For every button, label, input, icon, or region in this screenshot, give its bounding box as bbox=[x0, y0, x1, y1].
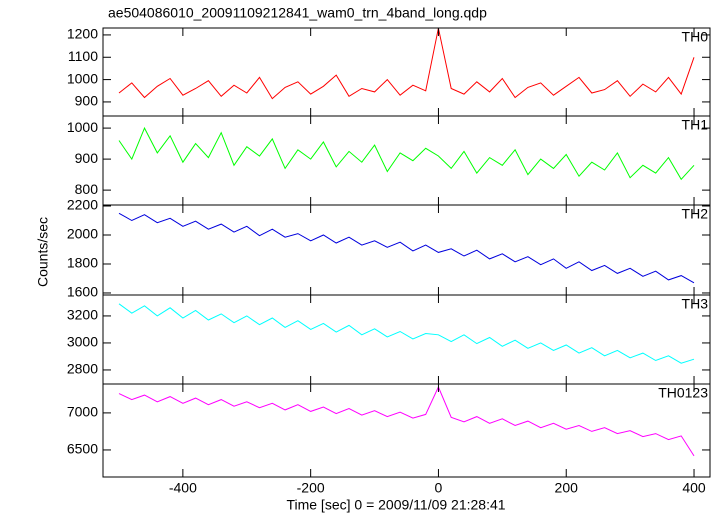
y-tick-label: 3000 bbox=[67, 334, 98, 350]
panel-frame bbox=[102, 115, 711, 206]
y-tick-label: 7000 bbox=[67, 404, 98, 420]
x-tick-label: -400 bbox=[169, 480, 197, 496]
y-tick-label: 1000 bbox=[67, 119, 98, 135]
y-tick-label: 6500 bbox=[67, 441, 98, 457]
y-tick-label: 2000 bbox=[67, 226, 98, 242]
x-tick-label: 400 bbox=[682, 480, 706, 496]
panel-frame bbox=[102, 383, 711, 478]
y-tick-label: 3200 bbox=[67, 307, 98, 323]
y-tick-label: 2800 bbox=[67, 361, 98, 377]
y-tick-label: 2200 bbox=[67, 197, 98, 213]
y-tick-label: 1000 bbox=[67, 70, 98, 86]
y-tick-label: 1800 bbox=[67, 255, 98, 271]
x-tick-label: 0 bbox=[435, 480, 443, 496]
series-line bbox=[118, 126, 695, 181]
legend-label: TH1 bbox=[682, 117, 709, 133]
legend-label: TH0123 bbox=[658, 385, 708, 401]
x-tick-label: -200 bbox=[297, 480, 325, 496]
y-axis-label: Counts/sec bbox=[35, 217, 51, 287]
x-axis-label: Time [sec] 0 = 2009/11/09 21:28:41 bbox=[286, 497, 505, 513]
y-tick-label: 1200 bbox=[67, 26, 98, 42]
y-tick-label: 900 bbox=[75, 93, 99, 109]
chart-title: ae504086010_20091109212841_wam0_trn_4ban… bbox=[108, 5, 487, 21]
y-tick-label: 800 bbox=[75, 181, 99, 197]
y-tick-label: 1600 bbox=[67, 284, 98, 300]
y-tick-label: 1100 bbox=[68, 48, 98, 64]
y-tick-label: 900 bbox=[75, 150, 99, 166]
legend-label: TH2 bbox=[682, 206, 709, 222]
series-line bbox=[118, 303, 695, 364]
series-line bbox=[118, 28, 695, 100]
legend-label: TH0 bbox=[682, 29, 709, 45]
panel-frame bbox=[102, 27, 711, 117]
panel-frame bbox=[102, 204, 711, 296]
panel-frame bbox=[102, 294, 711, 385]
series-line bbox=[118, 212, 695, 284]
legend-label: TH3 bbox=[682, 296, 709, 312]
series-line bbox=[118, 385, 695, 457]
x-tick-label: 200 bbox=[555, 480, 579, 496]
